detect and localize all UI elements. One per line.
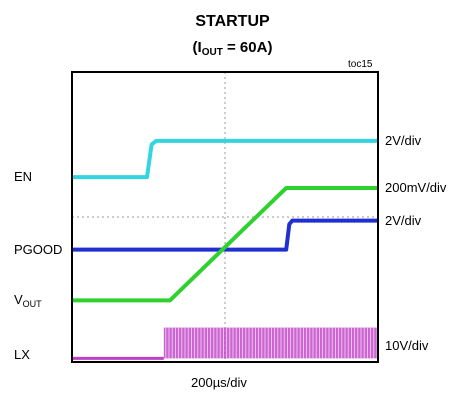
series-label-en: EN (14, 169, 33, 185)
plot-traces (72, 138, 378, 360)
plot-grid (72, 72, 378, 362)
scale-label-vout: 200mV/div (385, 180, 447, 195)
figure-tag: toc15 (348, 59, 373, 70)
scale-label-en: 2V/div (385, 132, 422, 148)
series-label-lx: LX (14, 346, 30, 362)
chart-title: STARTUP (195, 13, 270, 30)
series-label-vout: VOUT (14, 292, 42, 310)
chart-subtitle: (IOUT = 60A) (192, 39, 273, 58)
plot-frame (71, 71, 379, 363)
series-label-pgood: PGOOD (14, 241, 63, 257)
trace-en (72, 138, 378, 180)
scale-label-lx: 10V/div (385, 337, 429, 353)
trace-pgood (72, 218, 378, 252)
trace-lx-switching (163, 327, 378, 359)
scale-label-pgood: 2V/div (385, 212, 422, 228)
x-axis-label: 200µs/div (191, 375, 247, 390)
trace-vout (72, 186, 378, 303)
